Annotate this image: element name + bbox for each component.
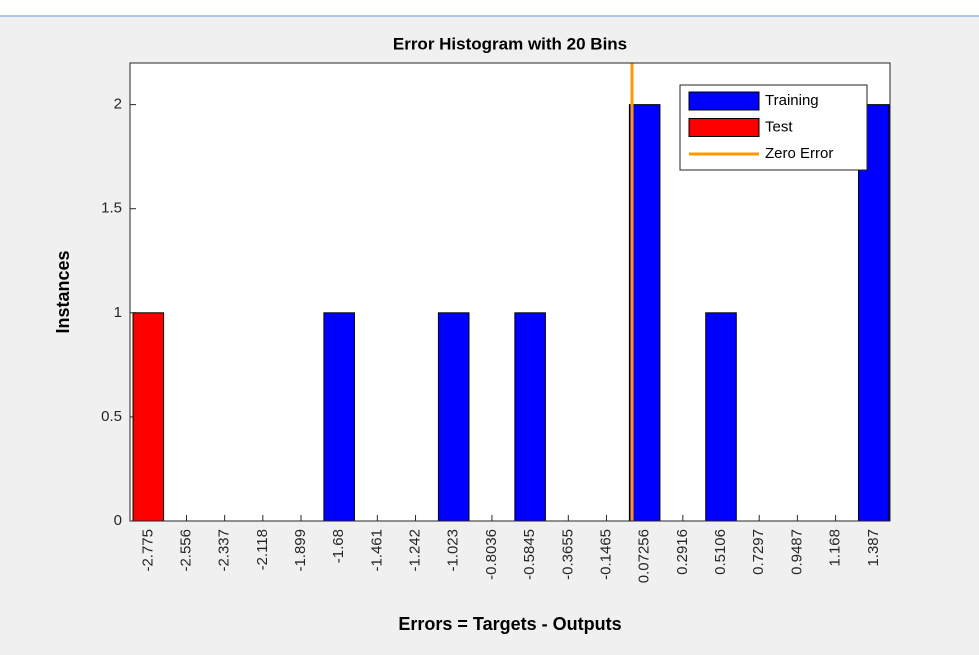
x-tick-label: -0.5845 [521,529,538,580]
x-tick-label: -1.899 [292,529,309,572]
x-tick-label: -1.242 [406,529,423,572]
y-tick-label: 1 [114,304,122,321]
x-tick-label: 1.168 [827,529,844,567]
bar [132,312,165,522]
bar [437,312,470,522]
bar [628,104,661,522]
x-tick-label: -1.68 [330,529,347,563]
bar [323,312,355,522]
x-axis-label: Errors = Targets - Outputs [398,614,621,634]
legend-label: Zero Error [765,145,833,162]
x-tick-label: 1.387 [865,529,882,567]
x-tick-label: 0.7297 [750,529,767,575]
x-tick-label: -1.461 [368,529,385,572]
x-tick-label: -2.556 [177,529,194,572]
y-tick-label: 2 [114,96,122,113]
x-tick-label: -1.023 [445,529,462,572]
x-tick-label: -0.3655 [559,529,576,580]
x-tick-label: -2.775 [139,529,156,572]
x-tick-label: -0.8036 [483,529,500,580]
x-tick-label: -2.118 [254,529,271,570]
y-tick-label: 1.5 [101,200,122,217]
chart-title: Error Histogram with 20 Bins [393,34,627,53]
bar [514,312,546,522]
x-tick-label: 0.5106 [712,529,729,575]
y-axis-label: Instances [53,250,73,333]
axes-box [129,62,891,522]
legend-swatch [688,91,760,111]
y-tick-label: 0 [114,512,122,529]
x-tick-label: 0.9487 [788,529,805,575]
x-tick-label: -2.337 [216,529,233,572]
legend-label: Training [765,92,819,109]
bar [705,312,737,522]
bar [858,104,890,522]
top-strip [0,0,979,16]
y-tick-label: 0.5 [101,408,122,425]
x-tick-label: -0.1465 [597,529,614,580]
legend-label: Test [765,118,793,135]
legend-swatch [688,118,760,137]
x-tick-label: 0.07256 [636,529,653,583]
x-tick-label: 0.2916 [674,529,691,575]
